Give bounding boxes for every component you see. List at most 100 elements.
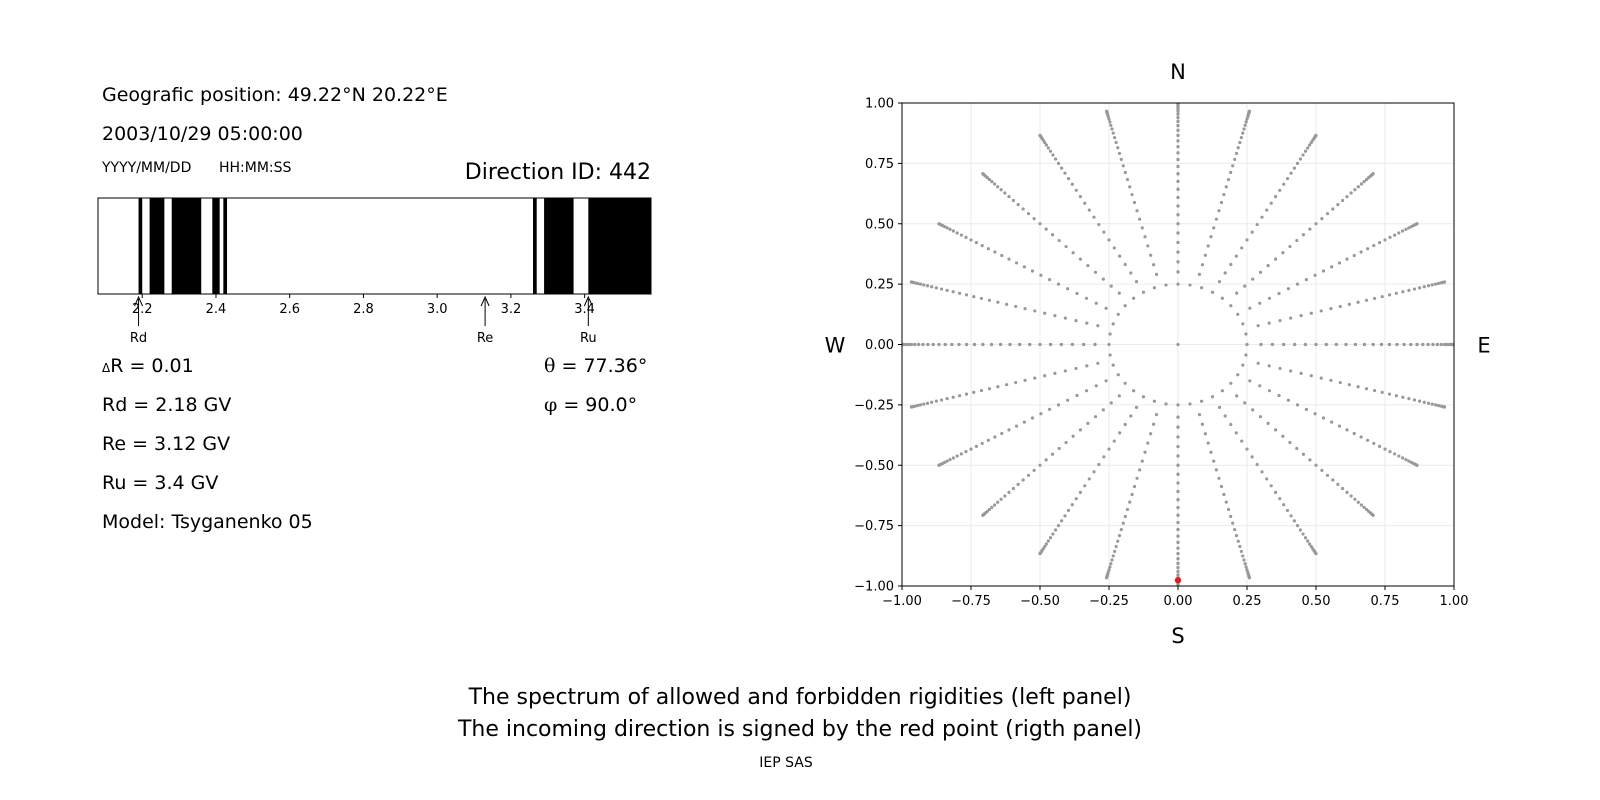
direction-point bbox=[1078, 195, 1083, 199]
direction-point bbox=[1039, 412, 1043, 416]
direction-point bbox=[1243, 284, 1247, 288]
direction-point bbox=[1107, 447, 1111, 451]
direction-point bbox=[1176, 552, 1180, 556]
direction-point bbox=[1141, 395, 1146, 399]
direction-point bbox=[1176, 172, 1180, 176]
direction-point bbox=[1086, 264, 1090, 268]
direction-point bbox=[1064, 244, 1068, 249]
direction-point bbox=[1295, 161, 1300, 165]
datetime: 2003/10/29 05:00:00 bbox=[102, 123, 303, 145]
compass-south: S bbox=[1171, 624, 1184, 648]
direction-point bbox=[1176, 506, 1180, 510]
direction-point bbox=[1214, 468, 1218, 472]
direction-point bbox=[1078, 490, 1083, 494]
direction-point bbox=[1236, 312, 1240, 316]
direction-point bbox=[959, 233, 963, 237]
direction-point bbox=[1250, 455, 1254, 459]
direction-point bbox=[1022, 420, 1026, 424]
x-tick-label: 0.25 bbox=[1233, 594, 1262, 609]
direction-point bbox=[1203, 432, 1207, 436]
direction-point bbox=[1245, 117, 1249, 121]
direction-point bbox=[1128, 185, 1132, 189]
direction-point bbox=[1372, 243, 1376, 248]
direction-id: Direction ID: 442 bbox=[464, 160, 651, 185]
direction-point bbox=[1418, 286, 1422, 290]
direction-point bbox=[1117, 291, 1121, 295]
direction-point bbox=[1234, 151, 1239, 156]
direction-point bbox=[1236, 539, 1240, 543]
direction-point bbox=[1313, 412, 1317, 416]
direction-point bbox=[1352, 253, 1356, 258]
direction-point bbox=[1152, 399, 1157, 403]
direction-point bbox=[1176, 112, 1180, 116]
direction-point bbox=[1377, 444, 1382, 448]
direction-point bbox=[974, 444, 979, 448]
direction-point bbox=[1222, 492, 1226, 497]
direction-point bbox=[937, 342, 941, 347]
direction-point bbox=[1236, 373, 1240, 377]
direction-point bbox=[1199, 286, 1204, 290]
direction-point bbox=[1426, 342, 1430, 347]
direction-point bbox=[1108, 120, 1112, 124]
direction-point bbox=[1245, 238, 1249, 242]
direction-point bbox=[955, 231, 959, 235]
direction-point bbox=[1353, 497, 1357, 501]
direction-point bbox=[1164, 283, 1168, 287]
direction-point bbox=[1278, 188, 1282, 192]
direction-point bbox=[1197, 413, 1202, 417]
direction-scatter-chart: −1.00−1.00 −0.75 −0.75 −0.50 −0.50 −0.25 −0.25… bbox=[825, 60, 1491, 648]
direction-point bbox=[1030, 269, 1035, 273]
direction-point bbox=[999, 188, 1003, 192]
direction-point bbox=[1292, 519, 1296, 523]
direction-point bbox=[1303, 536, 1308, 540]
direction-point bbox=[1109, 562, 1113, 566]
direction-point bbox=[1258, 270, 1263, 274]
direction-point bbox=[1046, 539, 1050, 543]
direction-point bbox=[1401, 456, 1405, 460]
direction-point bbox=[1288, 244, 1292, 249]
direction-point bbox=[1366, 438, 1370, 442]
direction-point bbox=[1244, 353, 1248, 357]
rigidity-marker-label: Rd bbox=[130, 331, 147, 346]
direction-point bbox=[981, 172, 985, 176]
direction-point bbox=[1123, 381, 1127, 385]
direction-point bbox=[1295, 446, 1299, 451]
direction-point bbox=[1063, 316, 1067, 320]
direction-point bbox=[1393, 233, 1397, 237]
direction-point bbox=[1119, 157, 1123, 162]
direction-point bbox=[1270, 342, 1274, 347]
direction-point bbox=[1056, 282, 1061, 286]
direction-point bbox=[1337, 424, 1342, 428]
direction-point bbox=[990, 180, 994, 184]
direction-point bbox=[1260, 470, 1264, 474]
direction-point bbox=[1308, 227, 1312, 231]
direction-point bbox=[1176, 222, 1180, 226]
direction-point bbox=[1143, 450, 1147, 454]
direction-point bbox=[930, 400, 934, 404]
direction-point bbox=[1331, 478, 1335, 482]
theta-value: θ = 77.36° bbox=[544, 355, 647, 377]
direction-point bbox=[1048, 149, 1053, 153]
direction-point bbox=[1278, 318, 1282, 323]
direction-point bbox=[1299, 371, 1303, 375]
direction-point bbox=[1388, 235, 1392, 239]
direction-point bbox=[1070, 182, 1074, 186]
rigidity-marker-label: Ru bbox=[580, 331, 597, 346]
direction-point bbox=[1048, 342, 1053, 347]
forbidden-band bbox=[149, 198, 165, 294]
direction-point bbox=[1084, 296, 1089, 300]
direction-point bbox=[1023, 307, 1027, 311]
forbidden-band bbox=[223, 198, 228, 294]
direction-point bbox=[1220, 296, 1224, 300]
direction-point bbox=[1422, 400, 1426, 404]
direction-point bbox=[1273, 195, 1278, 199]
spectrum-tick-label: 3.2 bbox=[501, 302, 522, 317]
direction-point bbox=[1117, 533, 1122, 538]
direction-point bbox=[1074, 188, 1078, 192]
direction-point bbox=[1255, 222, 1259, 227]
rigidity-spectrum-chart: 2.2 2.4 2.6 2.8 3.0 3.2 3.4 Rd Re Ru bbox=[97, 197, 652, 346]
direction-point bbox=[1329, 378, 1333, 382]
direction-point bbox=[1109, 284, 1113, 288]
direction-point bbox=[1110, 558, 1114, 562]
direction-point bbox=[1240, 439, 1244, 443]
